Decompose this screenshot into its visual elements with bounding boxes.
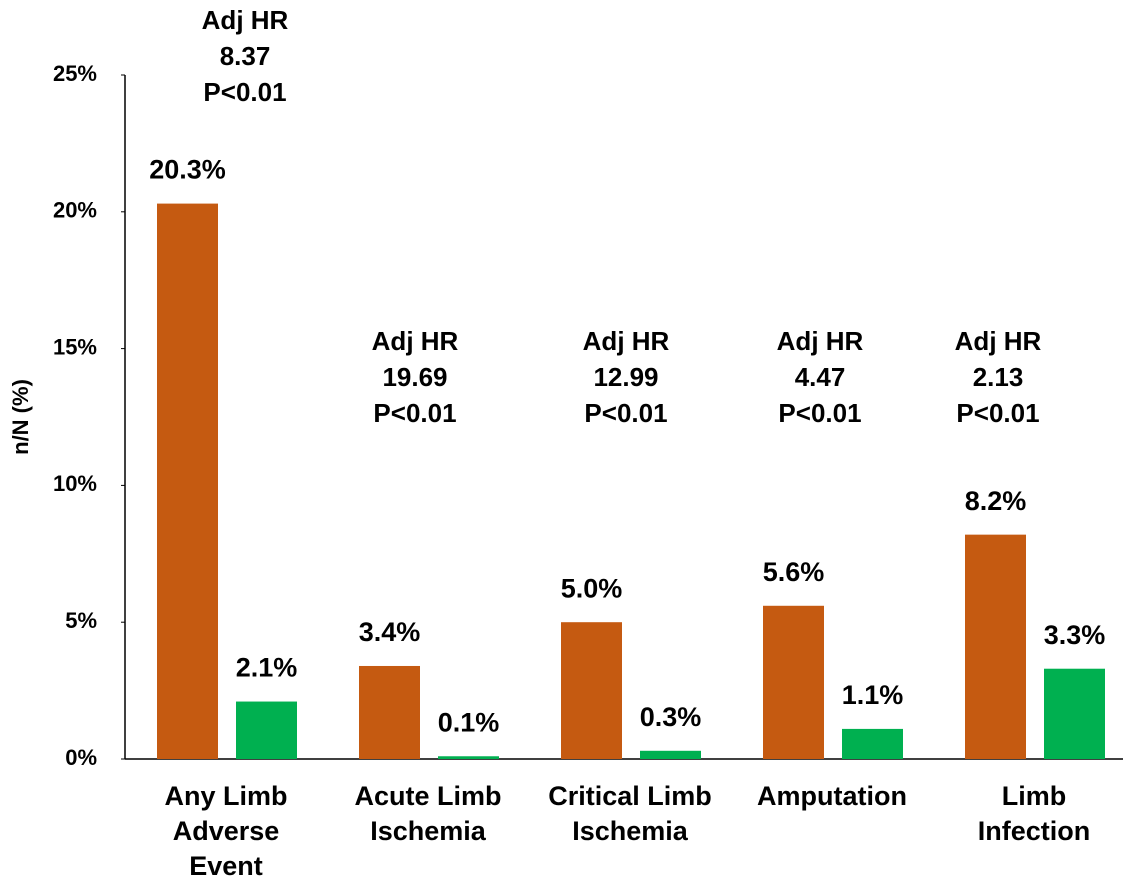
value-label: 8.2%: [965, 486, 1027, 516]
annotation: P<0.01: [956, 398, 1039, 428]
bar: [438, 756, 499, 759]
value-label: 5.0%: [561, 573, 623, 603]
bar: [640, 750, 701, 759]
bar: [157, 203, 218, 760]
annotation: P<0.01: [584, 398, 667, 428]
x-tick-label: Ischemia: [370, 816, 487, 846]
annotation: Adj HR: [583, 326, 670, 356]
x-tick-label: Acute Limb: [354, 781, 501, 811]
annotation: 12.99: [593, 362, 658, 392]
annotation: P<0.01: [373, 398, 456, 428]
x-tick-label: Adverse: [173, 816, 280, 846]
value-label: 1.1%: [842, 680, 904, 710]
x-tick-label: Limb: [1002, 781, 1067, 811]
value-label: 2.1%: [236, 653, 298, 683]
value-label: 5.6%: [763, 557, 825, 587]
x-tick-label: Ischemia: [572, 816, 689, 846]
y-tick-label: 15%: [53, 334, 97, 359]
y-tick-label: 5%: [65, 608, 97, 633]
y-tick-label: 10%: [53, 471, 97, 496]
bar: [965, 534, 1026, 759]
value-label: 3.3%: [1044, 620, 1106, 650]
value-label: 3.4%: [359, 617, 421, 647]
y-tick-label: 20%: [53, 198, 97, 223]
annotation: Adj HR: [202, 5, 289, 35]
value-label: 0.3%: [640, 702, 702, 732]
bar: [842, 728, 903, 759]
annotation: Adj HR: [372, 326, 459, 356]
annotation: 2.13: [973, 362, 1024, 392]
x-tick-label: Critical Limb: [548, 781, 712, 811]
value-label: 0.1%: [438, 707, 500, 737]
annotation: P<0.01: [203, 77, 286, 107]
annotation: Adj HR: [955, 326, 1042, 356]
annotation: 4.47: [795, 362, 846, 392]
bar: [561, 622, 622, 759]
bar: [1044, 668, 1105, 759]
bar: [359, 665, 420, 759]
annotation: 8.37: [220, 41, 271, 71]
y-tick-label: 25%: [53, 61, 97, 86]
annotation: P<0.01: [778, 398, 861, 428]
annotation: 19.69: [382, 362, 447, 392]
bar: [763, 605, 824, 759]
x-tick-label: Event: [189, 851, 263, 881]
y-tick-label: 0%: [65, 745, 97, 770]
x-tick-label: Amputation: [757, 781, 907, 811]
bar: [236, 701, 297, 759]
annotation: Adj HR: [777, 326, 864, 356]
x-tick-label: Any Limb: [164, 781, 287, 811]
value-label: 20.3%: [149, 155, 226, 185]
y-axis-label: n/N (%): [8, 379, 33, 455]
x-tick-label: Infection: [978, 816, 1091, 846]
